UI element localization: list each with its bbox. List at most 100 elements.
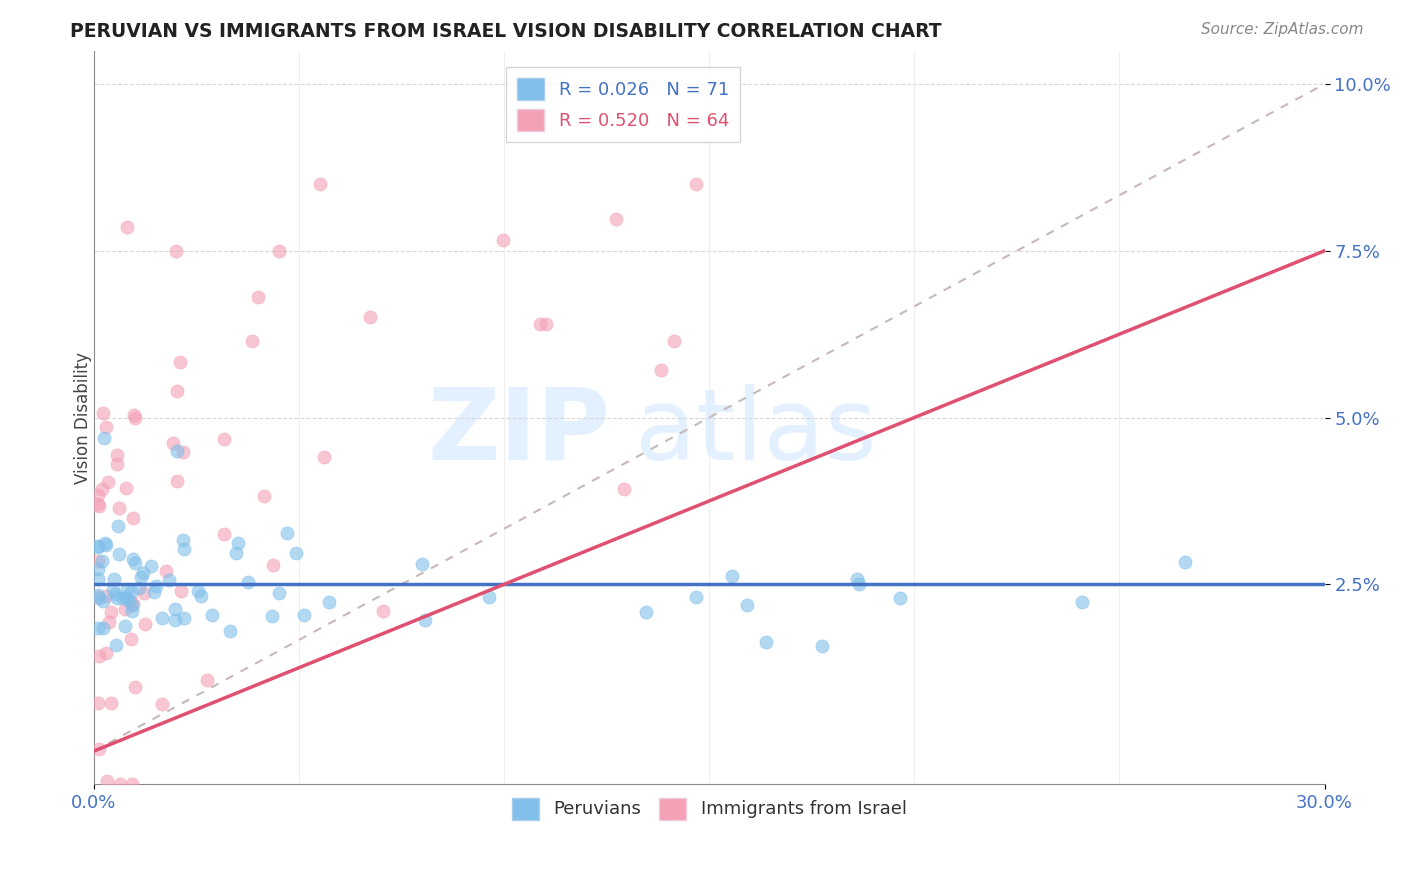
Point bbox=[152, 611, 174, 625]
Point bbox=[100, 605, 122, 619]
Point bbox=[685, 177, 707, 191]
Point bbox=[247, 291, 270, 305]
Point bbox=[87, 561, 110, 575]
Point bbox=[253, 489, 276, 503]
Y-axis label: Vision Disability: Vision Disability bbox=[75, 351, 91, 483]
Point bbox=[848, 577, 870, 591]
Point bbox=[172, 533, 194, 547]
Point bbox=[162, 436, 184, 450]
Point bbox=[104, 638, 127, 652]
Point bbox=[120, 632, 142, 647]
Text: Source: ZipAtlas.com: Source: ZipAtlas.com bbox=[1201, 22, 1364, 37]
Point bbox=[124, 410, 146, 425]
Point bbox=[755, 635, 778, 649]
Point bbox=[240, 334, 263, 349]
Point bbox=[190, 590, 212, 604]
Point bbox=[685, 590, 707, 604]
Point bbox=[155, 564, 177, 578]
Point bbox=[96, 646, 118, 660]
Point bbox=[107, 501, 129, 516]
Point bbox=[1174, 555, 1197, 569]
Point bbox=[173, 541, 195, 556]
Point bbox=[121, 598, 143, 612]
Point bbox=[737, 599, 759, 613]
Point bbox=[165, 244, 187, 258]
Point bbox=[122, 597, 145, 611]
Point bbox=[172, 445, 194, 459]
Point bbox=[166, 474, 188, 488]
Point bbox=[111, 591, 134, 606]
Point bbox=[492, 233, 515, 247]
Point bbox=[413, 614, 436, 628]
Point bbox=[225, 546, 247, 560]
Legend: Peruvians, Immigrants from Israel: Peruvians, Immigrants from Israel bbox=[505, 790, 914, 827]
Point bbox=[115, 590, 138, 604]
Point bbox=[141, 559, 163, 574]
Point bbox=[94, 590, 117, 604]
Point bbox=[87, 573, 110, 587]
Point bbox=[411, 557, 433, 571]
Point bbox=[114, 481, 136, 495]
Point bbox=[87, 497, 110, 511]
Point bbox=[94, 419, 117, 434]
Point bbox=[87, 588, 110, 602]
Point bbox=[124, 556, 146, 570]
Point bbox=[87, 696, 110, 710]
Point bbox=[267, 244, 290, 258]
Point bbox=[122, 552, 145, 566]
Point bbox=[91, 594, 114, 608]
Point bbox=[166, 444, 188, 458]
Point bbox=[157, 573, 180, 587]
Point bbox=[128, 581, 150, 595]
Point bbox=[105, 457, 128, 471]
Point bbox=[108, 777, 131, 791]
Point bbox=[650, 363, 672, 377]
Point bbox=[165, 613, 187, 627]
Point bbox=[114, 601, 136, 615]
Point bbox=[613, 483, 636, 497]
Point bbox=[87, 540, 110, 554]
Point bbox=[219, 624, 242, 639]
Point bbox=[108, 547, 131, 561]
Point bbox=[534, 317, 557, 331]
Text: atlas: atlas bbox=[636, 384, 877, 481]
Point bbox=[100, 696, 122, 710]
Point bbox=[87, 648, 110, 663]
Point bbox=[105, 448, 128, 462]
Point bbox=[134, 586, 156, 600]
Point bbox=[90, 554, 112, 568]
Point bbox=[810, 640, 832, 654]
Point bbox=[120, 585, 142, 599]
Point bbox=[169, 583, 191, 598]
Point bbox=[308, 177, 330, 191]
Point bbox=[94, 538, 117, 552]
Text: ZIP: ZIP bbox=[427, 384, 610, 481]
Point bbox=[87, 499, 110, 513]
Point bbox=[195, 673, 218, 687]
Point bbox=[87, 488, 110, 502]
Point bbox=[166, 384, 188, 398]
Point bbox=[132, 566, 155, 580]
Point bbox=[187, 583, 209, 598]
Point bbox=[169, 355, 191, 369]
Point bbox=[285, 546, 308, 560]
Point bbox=[889, 591, 911, 606]
Point bbox=[117, 220, 139, 235]
Point bbox=[91, 621, 114, 635]
Point bbox=[87, 621, 110, 635]
Point bbox=[165, 602, 187, 616]
Point bbox=[101, 582, 124, 597]
Point bbox=[89, 591, 111, 605]
Point bbox=[90, 482, 112, 496]
Point bbox=[238, 575, 260, 590]
Point bbox=[720, 569, 742, 583]
Point bbox=[97, 475, 120, 489]
Point bbox=[845, 572, 868, 586]
Point bbox=[98, 615, 121, 630]
Point bbox=[124, 680, 146, 694]
Point bbox=[263, 558, 285, 573]
Point bbox=[276, 525, 298, 540]
Point bbox=[292, 608, 315, 623]
Point bbox=[87, 590, 110, 604]
Point bbox=[634, 605, 657, 619]
